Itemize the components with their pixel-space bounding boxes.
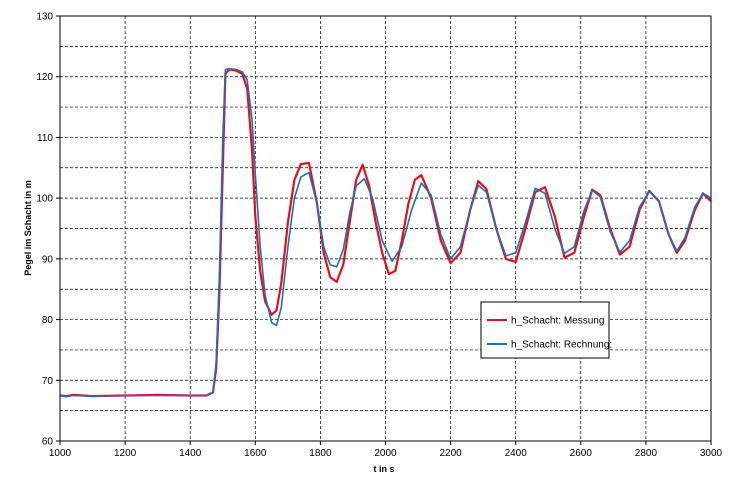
tick-labels: 1000 1200 1400 1600 1800 2000 2200 2400 2600 2800…: [36, 12, 722, 460]
x-tick-label: 2000: [374, 448, 397, 459]
series-line-1: [59, 68, 712, 398]
x-tick-label: 1600: [244, 448, 267, 459]
x-axis-title: t in s: [373, 464, 394, 474]
y-tick-label: 90: [42, 254, 54, 265]
legend: h_Schacht: Messung h_Schacht: Rechnung:: [480, 301, 612, 359]
x-tick-label: 1200: [114, 448, 137, 459]
series-line-0: [59, 68, 712, 398]
legend-label-rechnung: h_Schacht: Rechnung:: [511, 340, 612, 351]
y-tick-label: 70: [42, 376, 54, 387]
y-tick-label: 130: [36, 12, 53, 23]
y-tick-label: 80: [42, 315, 54, 326]
x-tick-label: 3000: [700, 448, 723, 459]
y-tick-label: 110: [37, 133, 53, 144]
grid-lines: [60, 16, 711, 441]
y-tick-label: 60: [42, 437, 54, 448]
x-tick-label: 1800: [309, 448, 332, 459]
y-tick-label: 100: [36, 194, 53, 205]
series-lines: [59, 68, 712, 398]
legend-label-messung: h_Schacht: Messung: [511, 316, 604, 327]
x-tick-label: 2200: [439, 448, 462, 459]
y-tick-label: 120: [36, 72, 53, 83]
x-tick-label: 2400: [505, 448, 528, 459]
y-axis-title: Pegel im Schacht in m: [23, 180, 33, 276]
legend-box: [480, 301, 610, 359]
x-tick-label: 1000: [49, 448, 72, 459]
x-tick-label: 1400: [179, 448, 202, 459]
x-tick-label: 2600: [570, 448, 593, 459]
x-tick-label: 2800: [635, 448, 658, 459]
